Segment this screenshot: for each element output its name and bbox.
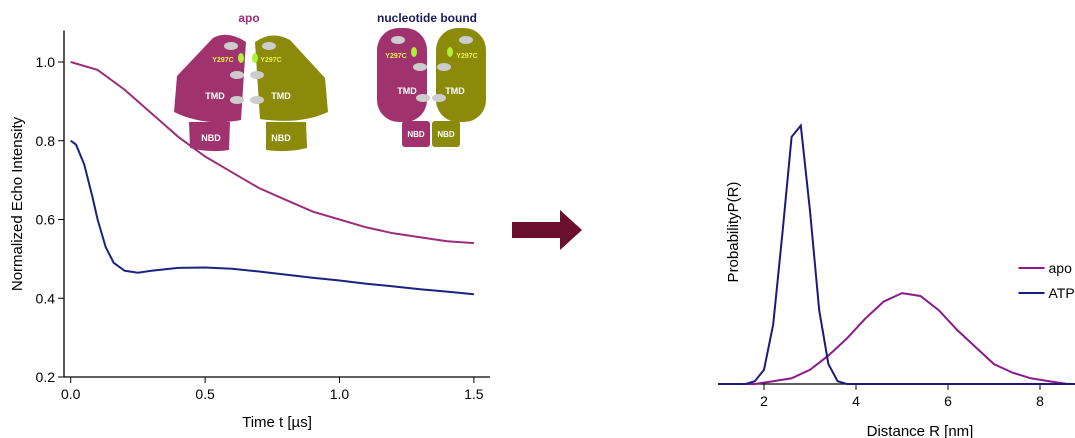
mutation-label: Y297C <box>260 57 281 64</box>
apo-schematic: apo Y297C Y297C TMD TMD NBD NBD <box>174 11 328 151</box>
label-site <box>447 47 453 57</box>
site <box>432 94 446 102</box>
x-tick-label: 2 <box>760 393 768 409</box>
data-line <box>71 141 474 295</box>
nbd-label: NBD <box>271 133 291 143</box>
tmd-label: TMD <box>397 86 417 96</box>
page: {"schematic": {"left_title": "apo", "rig… <box>0 0 1075 438</box>
label-site <box>252 53 258 63</box>
nbd-label: NBD <box>407 130 425 139</box>
nbd-label: NBD <box>201 133 221 143</box>
x-tick-label: 8 <box>1036 393 1044 409</box>
mutation-label: Y297C <box>385 53 406 60</box>
x-axis-label: Distance R [nm] <box>867 423 974 438</box>
figure: apo Y297C Y297C TMD TMD NBD NBD nucleoti… <box>0 0 1075 438</box>
site <box>230 96 244 104</box>
data-line <box>718 293 1075 384</box>
site <box>250 96 264 104</box>
label-site <box>411 47 417 57</box>
x-tick-label: 0.5 <box>195 386 215 402</box>
x-tick-label: 4 <box>852 393 860 409</box>
tmd-label: TMD <box>271 91 291 101</box>
mutation-label: Y297C <box>212 57 233 64</box>
site <box>416 94 430 102</box>
site <box>413 63 427 71</box>
site <box>391 36 405 44</box>
label-site <box>238 53 244 63</box>
site <box>250 71 264 79</box>
site <box>262 42 276 50</box>
y-tick-label: 1.0 <box>36 54 56 70</box>
tmd-label: TMD <box>205 91 225 101</box>
site <box>459 36 473 44</box>
x-tick-label: 0.0 <box>61 386 81 402</box>
legend-label: ATP <box>1049 285 1075 301</box>
site <box>224 42 238 50</box>
tmd-label: TMD <box>445 86 465 96</box>
site <box>437 63 451 71</box>
y-tick-label: 0.6 <box>36 212 56 228</box>
x-tick-label: 1.0 <box>330 386 350 402</box>
x-tick-label: 6 <box>944 393 952 409</box>
mutation-label: Y297C <box>456 53 477 60</box>
y-axis-label: Normalized Echo Intensity <box>9 116 26 291</box>
y-tick-label: 0.4 <box>36 290 56 306</box>
schematic-title: nucleotide bound <box>377 11 477 25</box>
y-tick-label: 0.8 <box>36 133 56 149</box>
x-tick-label: 1.5 <box>464 386 484 402</box>
y-axis-label: ProbabilityP(R) <box>725 182 742 283</box>
schematic-title: apo <box>238 11 259 25</box>
bound-schematic: nucleotide bound Y297C Y297C TMD TMD NBD… <box>377 11 486 147</box>
y-tick-label: 0.2 <box>36 369 56 385</box>
nbd-label: NBD <box>437 130 455 139</box>
site <box>230 71 244 79</box>
legend-label: apo <box>1049 260 1073 276</box>
arrow <box>512 210 582 250</box>
data-line <box>718 126 1075 384</box>
x-axis-label: Time t [µs] <box>242 414 312 431</box>
